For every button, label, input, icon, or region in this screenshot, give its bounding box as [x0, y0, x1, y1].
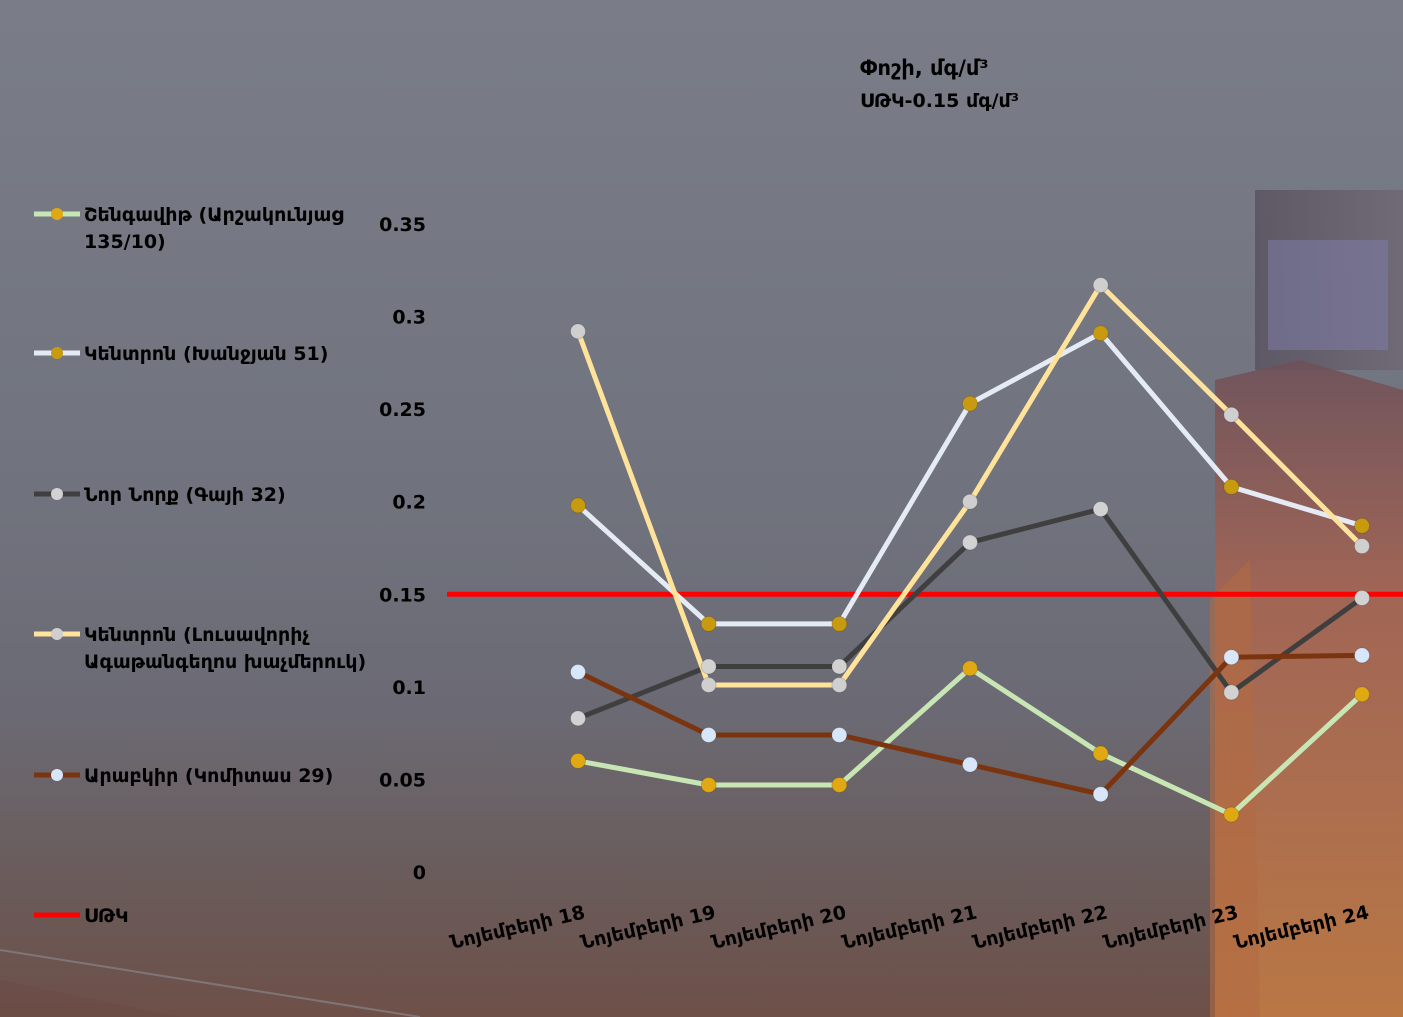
chart-title: Փոշի, մգ/մ³ — [860, 56, 989, 80]
data-point — [831, 776, 848, 793]
data-point — [1223, 806, 1240, 823]
data-point — [570, 323, 586, 340]
data-point — [700, 726, 717, 743]
data-point — [570, 752, 586, 769]
legend-swatch-kentron-khanjyan — [34, 347, 80, 359]
data-point — [700, 776, 717, 793]
data-point — [700, 677, 717, 694]
series-0 — [575, 665, 1365, 818]
x-tick-label: Նոյեմբերի 22 — [970, 901, 1109, 953]
data-point — [1354, 517, 1370, 534]
y-tick-label: 0.2 — [392, 492, 426, 514]
legend-label-shengavit: Շենգավիթ (Արշակունյաց 135/10) — [84, 204, 344, 253]
data-point — [1092, 277, 1109, 294]
legend-label-kentron-khanjyan: Կենտրոն (Խանջյան 51) — [84, 343, 329, 365]
data-point — [962, 395, 978, 412]
data-point — [570, 664, 586, 681]
series-markers-3 — [570, 277, 1370, 694]
data-point — [1092, 745, 1109, 762]
data-point — [962, 660, 978, 677]
series-markers-2 — [570, 501, 1370, 727]
y-tick-label: 0.15 — [379, 584, 426, 606]
data-point — [962, 493, 978, 510]
data-point — [700, 658, 717, 675]
data-point — [831, 677, 848, 694]
x-tick-label: Նոյեմբերի 23 — [1101, 901, 1240, 953]
data-point — [1354, 538, 1370, 555]
data-point — [831, 658, 848, 675]
chart-subtitle: ՍԹԿ-0.15 մգ/մ³ — [860, 90, 1020, 112]
y-axis: 0 0.05 0.1 0.15 0.2 0.25 0.3 0.35 — [379, 214, 426, 884]
legend-swatch-arabkir — [34, 769, 80, 781]
series-1 — [575, 330, 1365, 627]
x-tick-label: Նոյեմբերի 19 — [578, 901, 717, 953]
data-point — [1354, 589, 1370, 606]
legend-label-nor-nork: Նոր Նորք (Գայի 32) — [84, 484, 286, 506]
legend-label-threshold: ՍԹԿ — [84, 905, 129, 927]
legend-swatch-threshold — [34, 912, 80, 918]
series-line — [575, 330, 1365, 627]
series-line — [575, 282, 1365, 688]
series-markers-4 — [570, 647, 1370, 803]
data-point — [1092, 325, 1109, 342]
x-tick-label: Նոյեմբերի 21 — [840, 901, 979, 953]
data-point — [1223, 478, 1240, 495]
legend-label-arabkir: Արաբկիր (Կոմիտաս 29) — [84, 765, 334, 787]
data-point — [1354, 647, 1370, 664]
x-tick-label: Նոյեմբերի 18 — [448, 901, 587, 953]
y-tick-label: 0.05 — [379, 769, 426, 791]
legend-swatch-kentron-lusavorich — [34, 628, 80, 640]
data-point — [1092, 786, 1109, 803]
data-point — [1223, 684, 1240, 701]
data-point — [570, 497, 586, 514]
y-tick-label: 0.3 — [392, 307, 426, 329]
legend-label-kentron-lusavorich: Կենտրոն (Լուսավորիչ Ագաթանգեղոս խաչմերու… — [84, 624, 367, 673]
legend-swatch-nor-nork — [34, 488, 80, 500]
data-point — [1354, 686, 1370, 703]
series-line — [575, 665, 1365, 818]
data-point — [962, 534, 978, 551]
data-point — [1223, 649, 1240, 666]
series-layer — [570, 277, 1370, 823]
y-tick-label: 0.35 — [379, 214, 426, 236]
y-tick-label: 0.25 — [379, 399, 426, 421]
data-point — [831, 726, 848, 743]
series-markers-1 — [570, 325, 1370, 632]
y-tick-label: 0.1 — [392, 677, 426, 699]
legend-swatch-shengavit — [34, 208, 80, 220]
y-tick-label: 0 — [413, 862, 426, 884]
x-tick-label: Նոյեմբերի 20 — [709, 901, 848, 953]
data-point — [1223, 406, 1240, 423]
data-point — [700, 615, 717, 632]
data-point — [1092, 501, 1109, 518]
data-point — [570, 710, 586, 727]
x-tick-label: Նոյեմբերի 24 — [1232, 901, 1371, 953]
data-point — [962, 756, 978, 773]
series-markers-0 — [570, 660, 1370, 823]
data-point — [831, 615, 848, 632]
series-3 — [575, 282, 1365, 688]
